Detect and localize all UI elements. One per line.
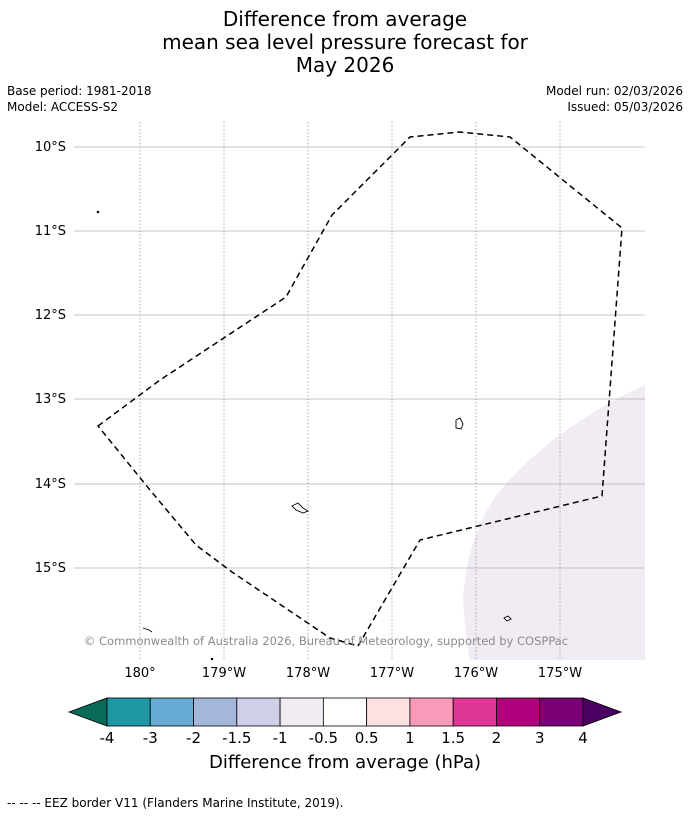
colorbar-swatch	[279, 697, 324, 727]
meta-right: Model run: 02/03/2026 Issued: 05/03/2026	[546, 83, 683, 115]
longitude-gridlines	[139, 122, 561, 660]
colorbar-swatch	[236, 697, 281, 727]
colorbar-tick-label: -0.5	[309, 729, 338, 747]
lat-label: 10°S	[35, 140, 66, 155]
lat-label: 14°S	[35, 477, 66, 492]
islands	[96, 210, 512, 661]
base-period: Base period: 1981-2018	[7, 84, 152, 98]
lat-label: 15°S	[35, 561, 66, 576]
island-outline	[291, 502, 310, 514]
lon-label: 178°W	[286, 666, 330, 681]
colorbar-swatch	[409, 697, 454, 727]
colorbar-tick-label: 3	[535, 729, 545, 747]
colorbar-swatch	[149, 697, 194, 727]
title-line-3: May 2026	[295, 53, 395, 77]
colorbar-swatch	[496, 697, 541, 727]
meta-left: Base period: 1981-2018 Model: ACCESS-S2	[7, 83, 152, 115]
colorbar-tick-label: 1.5	[441, 729, 465, 747]
lat-label: 13°S	[35, 392, 66, 407]
lon-label: 176°W	[454, 666, 498, 681]
colorbar-extend-high	[582, 697, 623, 727]
lon-label: 179°W	[202, 666, 246, 681]
model-run: Model run: 02/03/2026	[545, 84, 683, 98]
lon-label: 175°W	[538, 666, 582, 681]
colorbar-tick-label: 0.5	[355, 729, 379, 747]
lon-label: 177°W	[370, 666, 414, 681]
colorbar-swatch	[539, 697, 584, 727]
eez-border	[96, 131, 623, 647]
colorbar-tick-label: -2	[186, 729, 201, 747]
latitude-gridlines	[74, 146, 645, 569]
colorbar-tick-label: 4	[578, 729, 588, 747]
colorbar-swatch	[452, 697, 497, 727]
lat-label: 11°S	[35, 224, 66, 239]
colorbar-swatch	[193, 697, 238, 727]
island-dot	[96, 210, 100, 214]
anomaly-region	[463, 385, 645, 660]
colorbar-tick-label: -1	[273, 729, 288, 747]
colorbar-tick-label: 1	[405, 729, 415, 747]
colorbar-tick-label: 2	[492, 729, 502, 747]
colorbar-extend-low	[67, 697, 108, 727]
colorbar-labels: -4 -3 -2 -1.5 -1 -0.5 0.5 1 1.5 2 3 4	[100, 729, 588, 747]
lon-label: 180°	[124, 666, 155, 681]
island-outline	[503, 615, 512, 622]
colorbar-tick-label: -4	[100, 729, 115, 747]
model-name: Model: ACCESS-S2	[7, 100, 119, 114]
colorbar-title: Difference from average (hPa)	[208, 752, 482, 773]
colorbar-swatch	[366, 697, 411, 727]
island-outline	[455, 417, 464, 430]
chart-title: Difference from average mean sea level p…	[0, 8, 690, 77]
copyright-note: © Commonwealth of Australia 2026, Bureau…	[84, 634, 568, 648]
issued-date: Issued: 05/03/2026	[567, 100, 683, 114]
colorbar-tick-label: -1.5	[222, 729, 251, 747]
island-dot	[210, 657, 214, 661]
colorbar-swatch	[322, 697, 368, 727]
island-outline	[142, 627, 153, 633]
colorbar-swatch	[106, 697, 151, 727]
lat-label: 12°S	[35, 308, 66, 323]
title-line-1: Difference from average	[222, 7, 468, 31]
footer-note: -- -- -- EEZ border V11 (Flanders Marine…	[7, 796, 344, 810]
title-line-2: mean sea level pressure forecast for	[162, 30, 528, 54]
colorbar	[67, 697, 623, 727]
colorbar-tick-label: -3	[143, 729, 158, 747]
